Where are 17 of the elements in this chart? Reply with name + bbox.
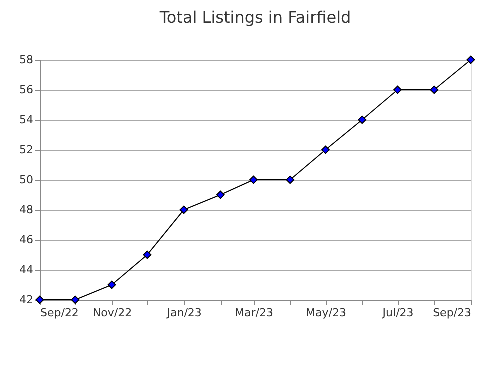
x-tick-label: Jan/23 xyxy=(166,306,202,320)
y-tick-label: 46 xyxy=(20,234,34,246)
y-tick-label: 50 xyxy=(20,174,34,186)
y-tick-label: 52 xyxy=(20,144,34,156)
x-tick-label: Jul/23 xyxy=(382,306,414,320)
y-tick-label: 44 xyxy=(20,264,34,276)
y-tick-label: 56 xyxy=(20,84,34,96)
y-tick-label: 48 xyxy=(20,204,34,216)
y-tick-label: 54 xyxy=(20,114,34,126)
x-tick-label: Sep/23 xyxy=(433,306,472,320)
x-tick-label: Nov/22 xyxy=(92,306,132,320)
x-tick-label: Sep/22 xyxy=(40,306,79,320)
y-tick-label: 58 xyxy=(20,54,34,66)
x-tick-label: May/23 xyxy=(306,306,346,320)
x-tick-label: Mar/23 xyxy=(234,306,274,320)
chart-title: Total Listings in Fairfield xyxy=(158,8,352,27)
y-tick-label: 42 xyxy=(20,294,34,306)
